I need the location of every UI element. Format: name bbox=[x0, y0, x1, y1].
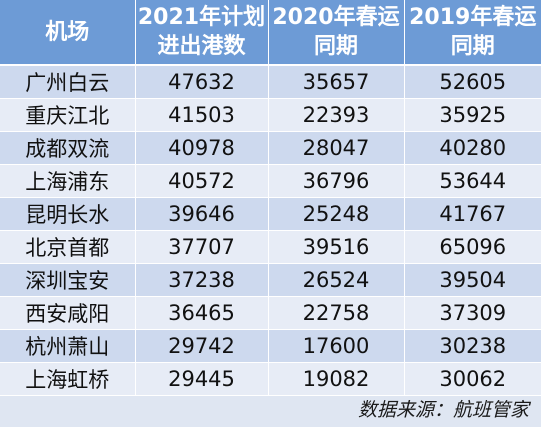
data-source-note: 数据来源：航班管家 bbox=[357, 399, 529, 421]
table-row: 成都双流 40978 28047 40280 bbox=[0, 131, 541, 165]
table-row: 杭州萧山 29742 17600 30238 bbox=[0, 329, 541, 363]
cell-2019: 40280 bbox=[404, 131, 541, 165]
cell-airport: 深圳宝安 bbox=[0, 263, 136, 297]
cell-2019: 52605 bbox=[404, 65, 541, 99]
cell-airport: 上海虹桥 bbox=[0, 362, 136, 396]
cell-2020: 35657 bbox=[268, 65, 405, 99]
cell-2020: 22393 bbox=[268, 98, 405, 132]
cell-2019: 30062 bbox=[404, 362, 541, 396]
cell-2019: 39504 bbox=[404, 263, 541, 297]
cell-2020: 22758 bbox=[268, 296, 405, 330]
cell-2020: 25248 bbox=[268, 197, 405, 231]
cell-2020: 19082 bbox=[268, 362, 405, 396]
cell-2019: 41767 bbox=[404, 197, 541, 231]
table-row: 深圳宝安 37238 26524 39504 bbox=[0, 263, 541, 297]
header-airport: 机场 bbox=[0, 0, 136, 66]
header-2021-line1: 2021年计划 bbox=[137, 5, 266, 30]
header-2020-line1: 2020年春运 bbox=[272, 5, 400, 30]
cell-2021: 41503 bbox=[135, 98, 269, 132]
cell-2021: 37238 bbox=[135, 263, 269, 297]
cell-2019: 35925 bbox=[404, 98, 541, 132]
table-row: 西安咸阳 36465 22758 37309 bbox=[0, 296, 541, 330]
header-2021-plan: 2021年计划 进出港数 bbox=[135, 0, 269, 66]
cell-2021: 29445 bbox=[135, 362, 269, 396]
cell-2020: 36796 bbox=[268, 164, 405, 198]
cell-2021: 36465 bbox=[135, 296, 269, 330]
cell-2021: 29742 bbox=[135, 329, 269, 363]
table-row: 上海虹桥 29445 19082 30062 bbox=[0, 362, 541, 396]
cell-airport: 西安咸阳 bbox=[0, 296, 136, 330]
table-row: 上海浦东 40572 36796 53644 bbox=[0, 164, 541, 198]
cell-2021: 47632 bbox=[135, 65, 269, 99]
cell-airport: 昆明长水 bbox=[0, 197, 136, 231]
table-header: 机场 2021年计划 进出港数 2020年春运 同期 2019年春运 同期 bbox=[0, 0, 541, 66]
cell-airport: 重庆江北 bbox=[0, 98, 136, 132]
table-row: 广州白云 47632 35657 52605 bbox=[0, 65, 541, 99]
cell-2021: 37707 bbox=[135, 230, 269, 264]
cell-2020: 39516 bbox=[268, 230, 405, 264]
cell-airport: 广州白云 bbox=[0, 65, 136, 99]
table-row: 昆明长水 39646 25248 41767 bbox=[0, 197, 541, 231]
cell-2021: 39646 bbox=[135, 197, 269, 231]
cell-2021: 40572 bbox=[135, 164, 269, 198]
table-row: 北京首都 37707 39516 65096 bbox=[0, 230, 541, 264]
header-2020-period: 2020年春运 同期 bbox=[268, 0, 405, 66]
cell-2020: 26524 bbox=[268, 263, 405, 297]
cell-2020: 28047 bbox=[268, 131, 405, 165]
header-2021-line2: 进出港数 bbox=[157, 34, 246, 59]
cell-2019: 65096 bbox=[404, 230, 541, 264]
cell-2019: 37309 bbox=[404, 296, 541, 330]
cell-airport: 杭州萧山 bbox=[0, 329, 136, 363]
header-2019-line2: 同期 bbox=[450, 34, 495, 59]
cell-airport: 成都双流 bbox=[0, 131, 136, 165]
cell-airport: 北京首都 bbox=[0, 230, 136, 264]
table-row: 重庆江北 41503 22393 35925 bbox=[0, 98, 541, 132]
header-2019-line1: 2019年春运 bbox=[409, 5, 537, 30]
header-2020-line2: 同期 bbox=[313, 34, 358, 59]
header-row: 机场 2021年计划 进出港数 2020年春运 同期 2019年春运 同期 bbox=[0, 0, 541, 66]
cell-2020: 17600 bbox=[268, 329, 405, 363]
cell-airport: 上海浦东 bbox=[0, 164, 136, 198]
cell-2019: 53644 bbox=[404, 164, 541, 198]
header-2019-period: 2019年春运 同期 bbox=[404, 0, 541, 66]
airport-flights-table: 机场 2021年计划 进出港数 2020年春运 同期 2019年春运 同期 广州… bbox=[0, 0, 541, 396]
cell-2019: 30238 bbox=[404, 329, 541, 363]
cell-2021: 40978 bbox=[135, 131, 269, 165]
header-airport-line1: 机场 bbox=[45, 19, 90, 45]
table-body: 广州白云 47632 35657 52605 重庆江北 41503 22393 … bbox=[0, 65, 541, 396]
